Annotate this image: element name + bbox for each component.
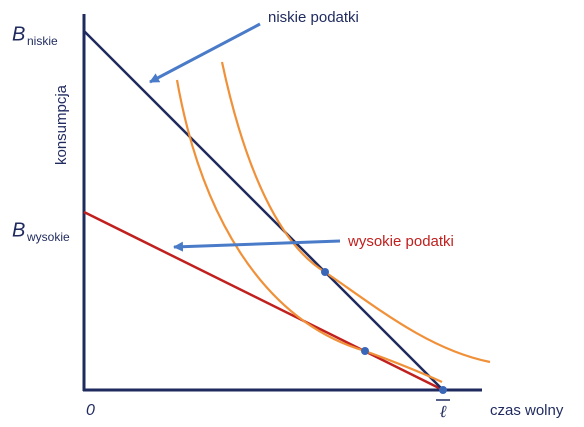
intercept-symbol: B [12,23,25,45]
optimum-low [321,268,329,276]
intercept-symbol: B [12,219,25,241]
annotation: niskie podatki [268,9,359,26]
x-end-label: ℓ [439,402,446,421]
y-axis-label: konsumpcja [53,84,70,165]
endpoint [439,386,447,394]
budget-line-low [83,30,444,391]
arrow-low [149,22,261,84]
x-axis-label: czas wolny [490,402,564,419]
arrow-high [173,239,341,252]
indifference-curve-1 [175,79,443,384]
intercept-subscript: wysokie [26,230,70,244]
annotation: wysokie podatki [347,233,454,250]
budget-line-high [83,210,444,392]
optimum-high [361,347,369,355]
intercept-subscript: niskie [27,34,58,48]
origin-label: 0 [86,402,95,419]
indifference-curve-2 [220,61,491,364]
